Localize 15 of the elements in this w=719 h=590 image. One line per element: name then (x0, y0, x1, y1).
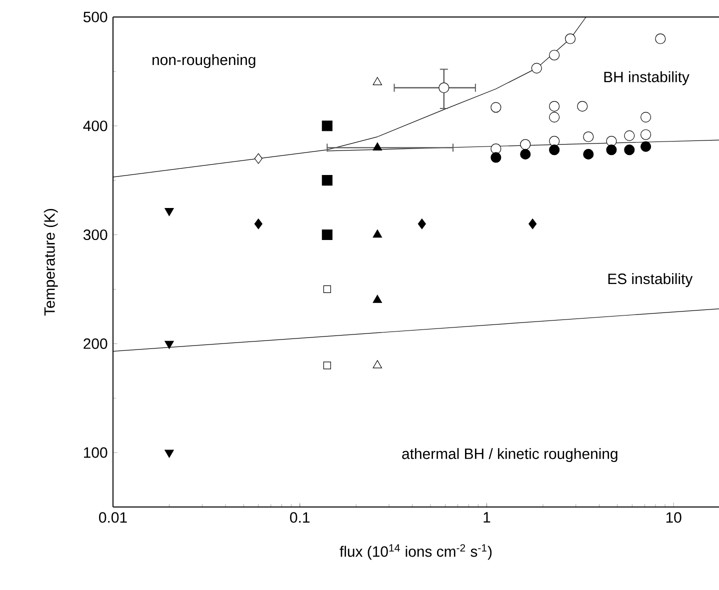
y-tick-label: 100 (84, 447, 108, 458)
annotation: athermal BH / kinetic roughening (402, 448, 618, 462)
x-tick-label: 10 (666, 512, 682, 523)
x-tick-label: 0.1 (290, 512, 310, 523)
annotation: ES instability (608, 273, 693, 288)
y-tick-label: 200 (84, 338, 108, 349)
annotation: BH instability (604, 71, 690, 86)
y-tick-label: 500 (83, 12, 108, 22)
annotation: non-roughening (152, 54, 256, 68)
x-tick-label: 0.01 (99, 512, 127, 523)
x-axis-title: flux (10$^{14}$ ions cm$^{-2}$ s$^{-1}$) (340, 544, 492, 560)
y-tick-label: 300 (83, 229, 108, 240)
y-axis-title: Temperature (K) (44, 208, 58, 316)
y-tick-label: 400 (83, 120, 108, 132)
x-tick-label: 1 (484, 512, 490, 522)
